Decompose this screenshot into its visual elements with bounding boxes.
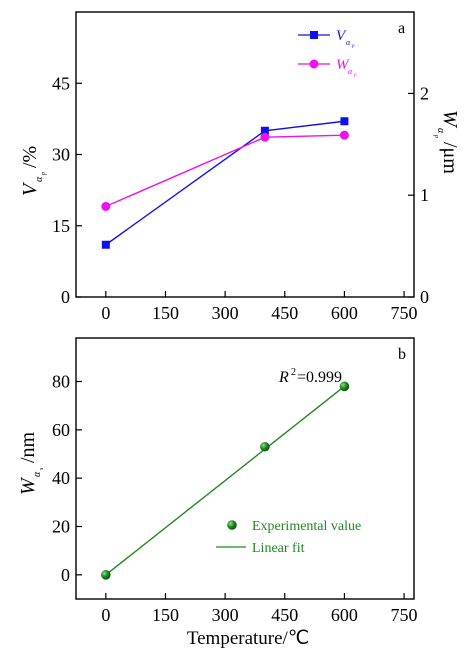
- a-ytick-label: 0: [61, 287, 70, 307]
- panel-a-y-ticks: 0 15 30 45: [52, 73, 82, 307]
- panel-b-series: [101, 381, 350, 580]
- linear-fit-line: [105, 385, 345, 576]
- annotation-r: R: [278, 369, 289, 386]
- panel-a-y2-label-subsub: p: [433, 134, 439, 138]
- panel-b-x-label: Temperature/℃: [187, 628, 309, 649]
- b-xtick-label: 150: [152, 605, 179, 625]
- panel-a-y-label-subsub: p: [41, 172, 47, 176]
- b-ytick-label: 0: [61, 565, 70, 585]
- a-xtick-label: 600: [331, 303, 358, 323]
- annotation-value: =0.999: [297, 369, 342, 386]
- legend-w-label: W: [336, 57, 350, 73]
- panel-b-x-ticks: 0 150 300 450 600 750: [101, 593, 418, 625]
- a-ytick-label: 45: [52, 73, 70, 93]
- legend-w-marker: [309, 59, 319, 69]
- panel-a-y2-label-sub: α: [435, 128, 446, 134]
- panel-a-label: a: [398, 20, 405, 37]
- legend-w-sub: α: [348, 67, 353, 76]
- w-series-line: [105, 134, 345, 208]
- b-xtick-label: 450: [271, 605, 298, 625]
- b-ytick-label: 20: [52, 517, 70, 537]
- legend-v-marker: [310, 31, 318, 39]
- experimental-data-point: [101, 570, 111, 580]
- b-xtick-label: 300: [212, 605, 239, 625]
- a-y2tick-label: 0: [420, 287, 429, 307]
- a-ytick-label: 15: [52, 216, 70, 236]
- a-xtick-label: 750: [391, 303, 418, 323]
- b-xtick-label: 0: [101, 605, 110, 625]
- a-xtick-label: 0: [101, 303, 110, 323]
- legend-v-sub: α: [346, 38, 351, 47]
- annotation-sup: 2: [291, 367, 296, 378]
- a-y2tick-label: 2: [420, 83, 429, 103]
- b-xtick-label: 750: [391, 605, 418, 625]
- panel-b-label: b: [398, 346, 406, 363]
- v-data-point: [340, 117, 349, 126]
- panel-a-y2-label-var: W: [439, 110, 461, 129]
- panel-b-y-label-unit: /nm: [17, 431, 39, 463]
- panel-b-y-label-subsub: s: [39, 467, 45, 470]
- panel-a-y2-label-unit: /μm: [439, 142, 461, 174]
- panel-b-y-label-sub: α: [32, 471, 43, 477]
- b-ytick-label: 80: [52, 372, 70, 392]
- v-data-point: [260, 126, 269, 135]
- a-y2tick-label: 1: [420, 185, 429, 205]
- v-series-line: [105, 120, 345, 246]
- panel-a-y-label-unit: /%: [19, 146, 41, 168]
- a-xtick-label: 300: [212, 303, 239, 323]
- a-ytick-label: 30: [52, 145, 70, 165]
- legend-experimental-label: Experimental value: [252, 519, 361, 534]
- legend-experimental-marker: [227, 520, 237, 530]
- b-xtick-label: 600: [331, 605, 358, 625]
- legend-fit-label: Linear fit: [252, 541, 305, 556]
- panel-b: b 0 150 300 450 600 750 0 20 40 60 80 W α s /nm T…: [17, 337, 418, 649]
- panel-a-y2-label: W α p /μm: [433, 110, 461, 174]
- panel-a-y2-ticks: 0 1 2: [408, 83, 429, 307]
- experimental-data-point: [260, 441, 270, 452]
- panel-b-y-ticks: 0 20 40 60 80: [52, 372, 82, 585]
- panel-b-frame: [75, 337, 415, 600]
- v-data-point: [101, 240, 110, 249]
- a-xtick-label: 450: [271, 303, 298, 323]
- legend-v-label: V: [336, 28, 347, 44]
- panel-a-frame: [75, 11, 415, 298]
- legend-w-subsub: p: [353, 73, 357, 78]
- panel-a-legend: V α p W α p: [298, 28, 357, 78]
- panel-a-x-ticks: 0 150 300 450 600 750: [101, 291, 418, 323]
- panel-a-y-label: V α p /%: [19, 146, 47, 196]
- experimental-data-point: [339, 381, 350, 392]
- b-ytick-label: 40: [52, 468, 70, 488]
- panel-b-y-label-var: W: [17, 476, 39, 495]
- a-xtick-label: 150: [152, 303, 179, 323]
- panel-b-legend: Experimental value Linear fit: [216, 519, 361, 556]
- panel-a-series: [101, 117, 349, 249]
- panel-a-y-label-var: V: [19, 181, 41, 196]
- w-data-point: [339, 130, 349, 140]
- w-data-point: [260, 132, 270, 142]
- w-data-point: [101, 201, 111, 211]
- b-ytick-label: 60: [52, 420, 70, 440]
- r-squared-annotation: R 2 =0.999: [278, 367, 342, 386]
- panel-a-y-label-sub: α: [34, 176, 45, 182]
- legend-v-subsub: p: [351, 44, 355, 49]
- panel-b-y-label: W α s /nm: [17, 431, 45, 495]
